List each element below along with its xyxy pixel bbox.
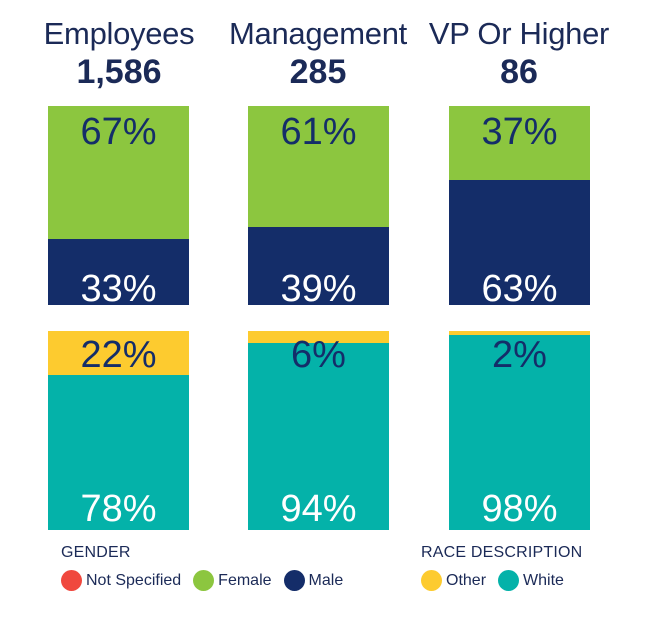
other-pct-label: 22%: [80, 334, 157, 376]
gender-bar-vp-or-higher: 37% 63%: [449, 106, 590, 305]
column-title: Management: [229, 16, 407, 51]
legend-item-other: Other: [421, 570, 486, 591]
gender-legend: Not Specified Female Male: [61, 570, 355, 591]
legend-item-not-specified: Not Specified: [61, 570, 181, 591]
female-pct-label: 67%: [80, 111, 157, 153]
race-bar-employees: 22% 78%: [48, 331, 189, 530]
not-specified-swatch-icon: [61, 570, 82, 591]
female-segment: [449, 106, 590, 180]
race-bar-vp-or-higher: 2% 98%: [449, 331, 590, 530]
other-pct-label: 2%: [492, 334, 547, 376]
legend-label: White: [523, 571, 564, 589]
female-segment: [248, 106, 389, 228]
male-swatch-icon: [283, 570, 305, 591]
column-title: Employees: [43, 16, 195, 51]
column-header-employees: Employees 1,586: [24, 14, 214, 92]
column-header-vp-or-higher: VP Or Higher 86: [424, 14, 614, 92]
column-count: 86: [500, 53, 538, 91]
male-segment: [48, 239, 189, 305]
white-pct-label: 78%: [80, 488, 157, 530]
other-pct-label: 6%: [291, 334, 346, 376]
white-pct-label: 98%: [481, 488, 558, 530]
male-segment: [449, 179, 590, 305]
male-pct-label: 39%: [280, 268, 357, 305]
gender-bar-employees: 67% 33%: [48, 106, 189, 305]
male-pct-label: 63%: [481, 268, 558, 305]
legend-label: Not Specified: [86, 571, 182, 589]
white-pct-label: 94%: [280, 488, 357, 530]
race-legend: Other White: [421, 570, 576, 591]
legend-item-male: Male: [283, 570, 344, 591]
female-segment: [48, 106, 189, 240]
other-swatch-icon: [421, 570, 442, 591]
male-segment: [248, 227, 389, 305]
legend-label: Female: [218, 571, 272, 589]
legend-label: Male: [308, 571, 344, 589]
female-pct-label: 37%: [481, 111, 558, 153]
female-pct-label: 61%: [280, 111, 357, 153]
column-title: VP Or Higher: [428, 16, 610, 51]
white-segment: [449, 334, 590, 530]
race-bar-management: 6% 94%: [248, 331, 389, 530]
white-segment: [248, 342, 389, 530]
male-pct-label: 33%: [80, 268, 157, 305]
white-segment: [48, 374, 189, 530]
gender-legend-title: GENDER: [61, 544, 131, 561]
female-swatch-icon: [193, 570, 215, 591]
white-swatch-icon: [498, 570, 520, 591]
gender-bar-management: 61% 39%: [248, 106, 389, 305]
other-segment: [248, 331, 389, 343]
column-count: 1,586: [76, 53, 162, 91]
other-segment: [48, 331, 189, 375]
legend-item-white: White: [498, 570, 564, 591]
race-legend-title: RACE DESCRIPTION: [421, 544, 583, 561]
legend-label: Other: [446, 571, 487, 589]
legend-item-female: Female: [193, 570, 272, 591]
column-header-management: Management 285: [223, 14, 413, 92]
other-segment: [449, 331, 590, 335]
column-count: 285: [289, 53, 347, 91]
